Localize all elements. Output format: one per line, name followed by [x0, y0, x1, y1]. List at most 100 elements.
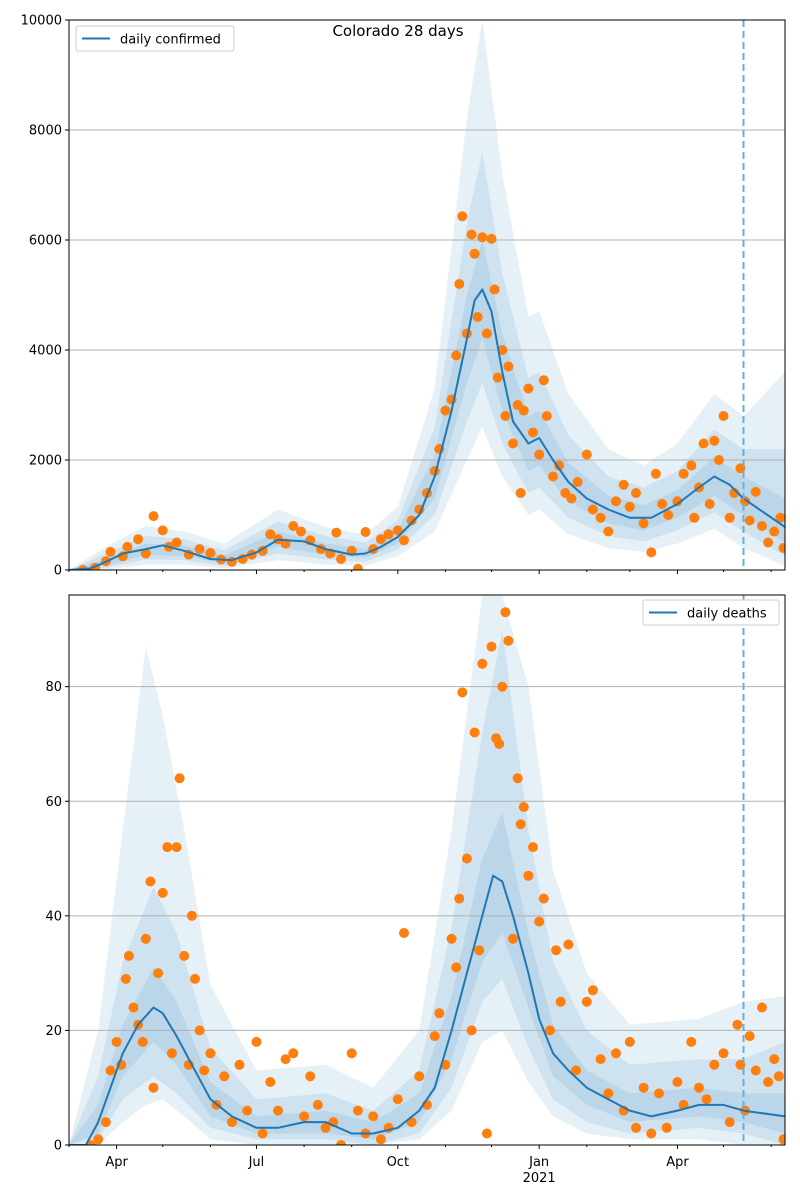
observed-point — [166, 1048, 177, 1059]
observed-point — [205, 1048, 216, 1059]
y-tick-label: 40 — [45, 909, 62, 924]
observed-point — [581, 449, 592, 460]
observed-point — [500, 607, 511, 618]
observed-point — [515, 488, 526, 498]
observed-point — [451, 350, 462, 361]
y-tick-label: 2000 — [29, 454, 62, 469]
observed-point — [148, 1082, 159, 1093]
band-middle-area — [69, 629, 785, 1145]
legend-label: daily confirmed — [120, 33, 221, 48]
observed-point — [713, 455, 724, 465]
observed-point — [769, 526, 780, 537]
observed-point — [205, 548, 216, 558]
observed-point — [763, 1077, 774, 1087]
y-tick-label: 0 — [54, 564, 62, 579]
observed-point — [171, 537, 182, 548]
observed-point — [624, 501, 635, 512]
observed-point — [481, 1128, 492, 1139]
observed-point — [571, 1065, 581, 1076]
observed-point — [486, 641, 497, 652]
observed-point — [587, 504, 598, 515]
y-tick-label: 80 — [45, 680, 62, 695]
observed-point — [566, 493, 577, 504]
observed-point — [763, 537, 774, 548]
deaths-panel: 0 20 40 60 80 daily deaths — [45, 594, 786, 1154]
observed-point — [587, 985, 598, 996]
observed-point — [466, 229, 477, 240]
observed-point — [581, 996, 592, 1007]
legend-label: daily deaths — [687, 607, 767, 622]
observed-point — [265, 1077, 276, 1087]
x-tick-label: Apr — [105, 1155, 128, 1170]
observed-point — [454, 279, 465, 289]
observed-point — [646, 547, 657, 558]
observed-point — [331, 527, 342, 538]
observed-point — [454, 893, 465, 904]
band-middle-area — [69, 152, 785, 570]
observed-point — [518, 802, 529, 812]
observed-point — [638, 518, 649, 529]
confirmed-panel: 0 2000 4000 6000 8000 10000 daily confirmed — [21, 14, 786, 579]
observed-point — [219, 1071, 230, 1082]
observed-point — [273, 1105, 283, 1116]
observed-point — [392, 525, 403, 536]
observed-point — [162, 842, 173, 853]
observed-point — [515, 819, 526, 830]
observed-point — [477, 658, 488, 669]
observed-point — [457, 687, 468, 698]
observed-point — [750, 486, 761, 497]
observed-point — [137, 1036, 148, 1047]
observed-point — [544, 1025, 555, 1036]
deaths-axes: 0 20 40 60 80 — [45, 594, 786, 1154]
observed-point — [305, 1071, 316, 1082]
observed-point — [122, 541, 133, 552]
observed-point — [123, 950, 134, 961]
observed-point — [105, 546, 116, 557]
chart-title: Colorado 28 days — [332, 22, 463, 40]
observed-point — [528, 427, 538, 438]
observed-point — [503, 361, 514, 372]
observed-point — [477, 232, 488, 243]
x-tick-sublabel: 2021 — [523, 1171, 556, 1186]
observed-point — [257, 1128, 268, 1139]
observed-point — [469, 248, 480, 259]
observed-point — [145, 876, 156, 887]
observed-point — [111, 1036, 122, 1047]
observed-point — [157, 887, 168, 898]
y-tick-label: 60 — [45, 795, 62, 810]
y-tick-label: 6000 — [29, 234, 62, 249]
observed-point — [778, 543, 785, 553]
observed-point — [320, 1122, 331, 1133]
observed-point — [392, 1094, 403, 1105]
observed-point — [251, 1036, 262, 1047]
observed-point — [489, 284, 500, 295]
observed-point — [724, 512, 735, 523]
observed-point — [446, 933, 457, 944]
observed-point — [709, 435, 720, 446]
observed-point — [689, 512, 700, 523]
observed-point — [704, 499, 715, 509]
observed-point — [686, 460, 697, 471]
axes-frame — [68, 594, 786, 1146]
observed-point — [750, 1065, 761, 1076]
observed-point — [368, 1111, 379, 1122]
observed-point — [234, 1059, 245, 1070]
observed-point — [429, 1031, 440, 1042]
observed-point — [472, 312, 483, 322]
median-line — [69, 288, 785, 570]
observed-point — [105, 1065, 116, 1076]
observed-point — [296, 526, 306, 537]
observed-point — [661, 1122, 672, 1133]
observed-point — [534, 449, 545, 460]
observed-point — [375, 1134, 386, 1145]
observed-point — [492, 372, 503, 383]
observed-point — [757, 521, 767, 531]
observed-point — [523, 870, 534, 881]
observed-point — [474, 945, 485, 956]
observed-point — [280, 1054, 291, 1065]
observed-point — [194, 544, 205, 555]
legend-box — [75, 25, 235, 52]
observed-point — [440, 405, 451, 416]
